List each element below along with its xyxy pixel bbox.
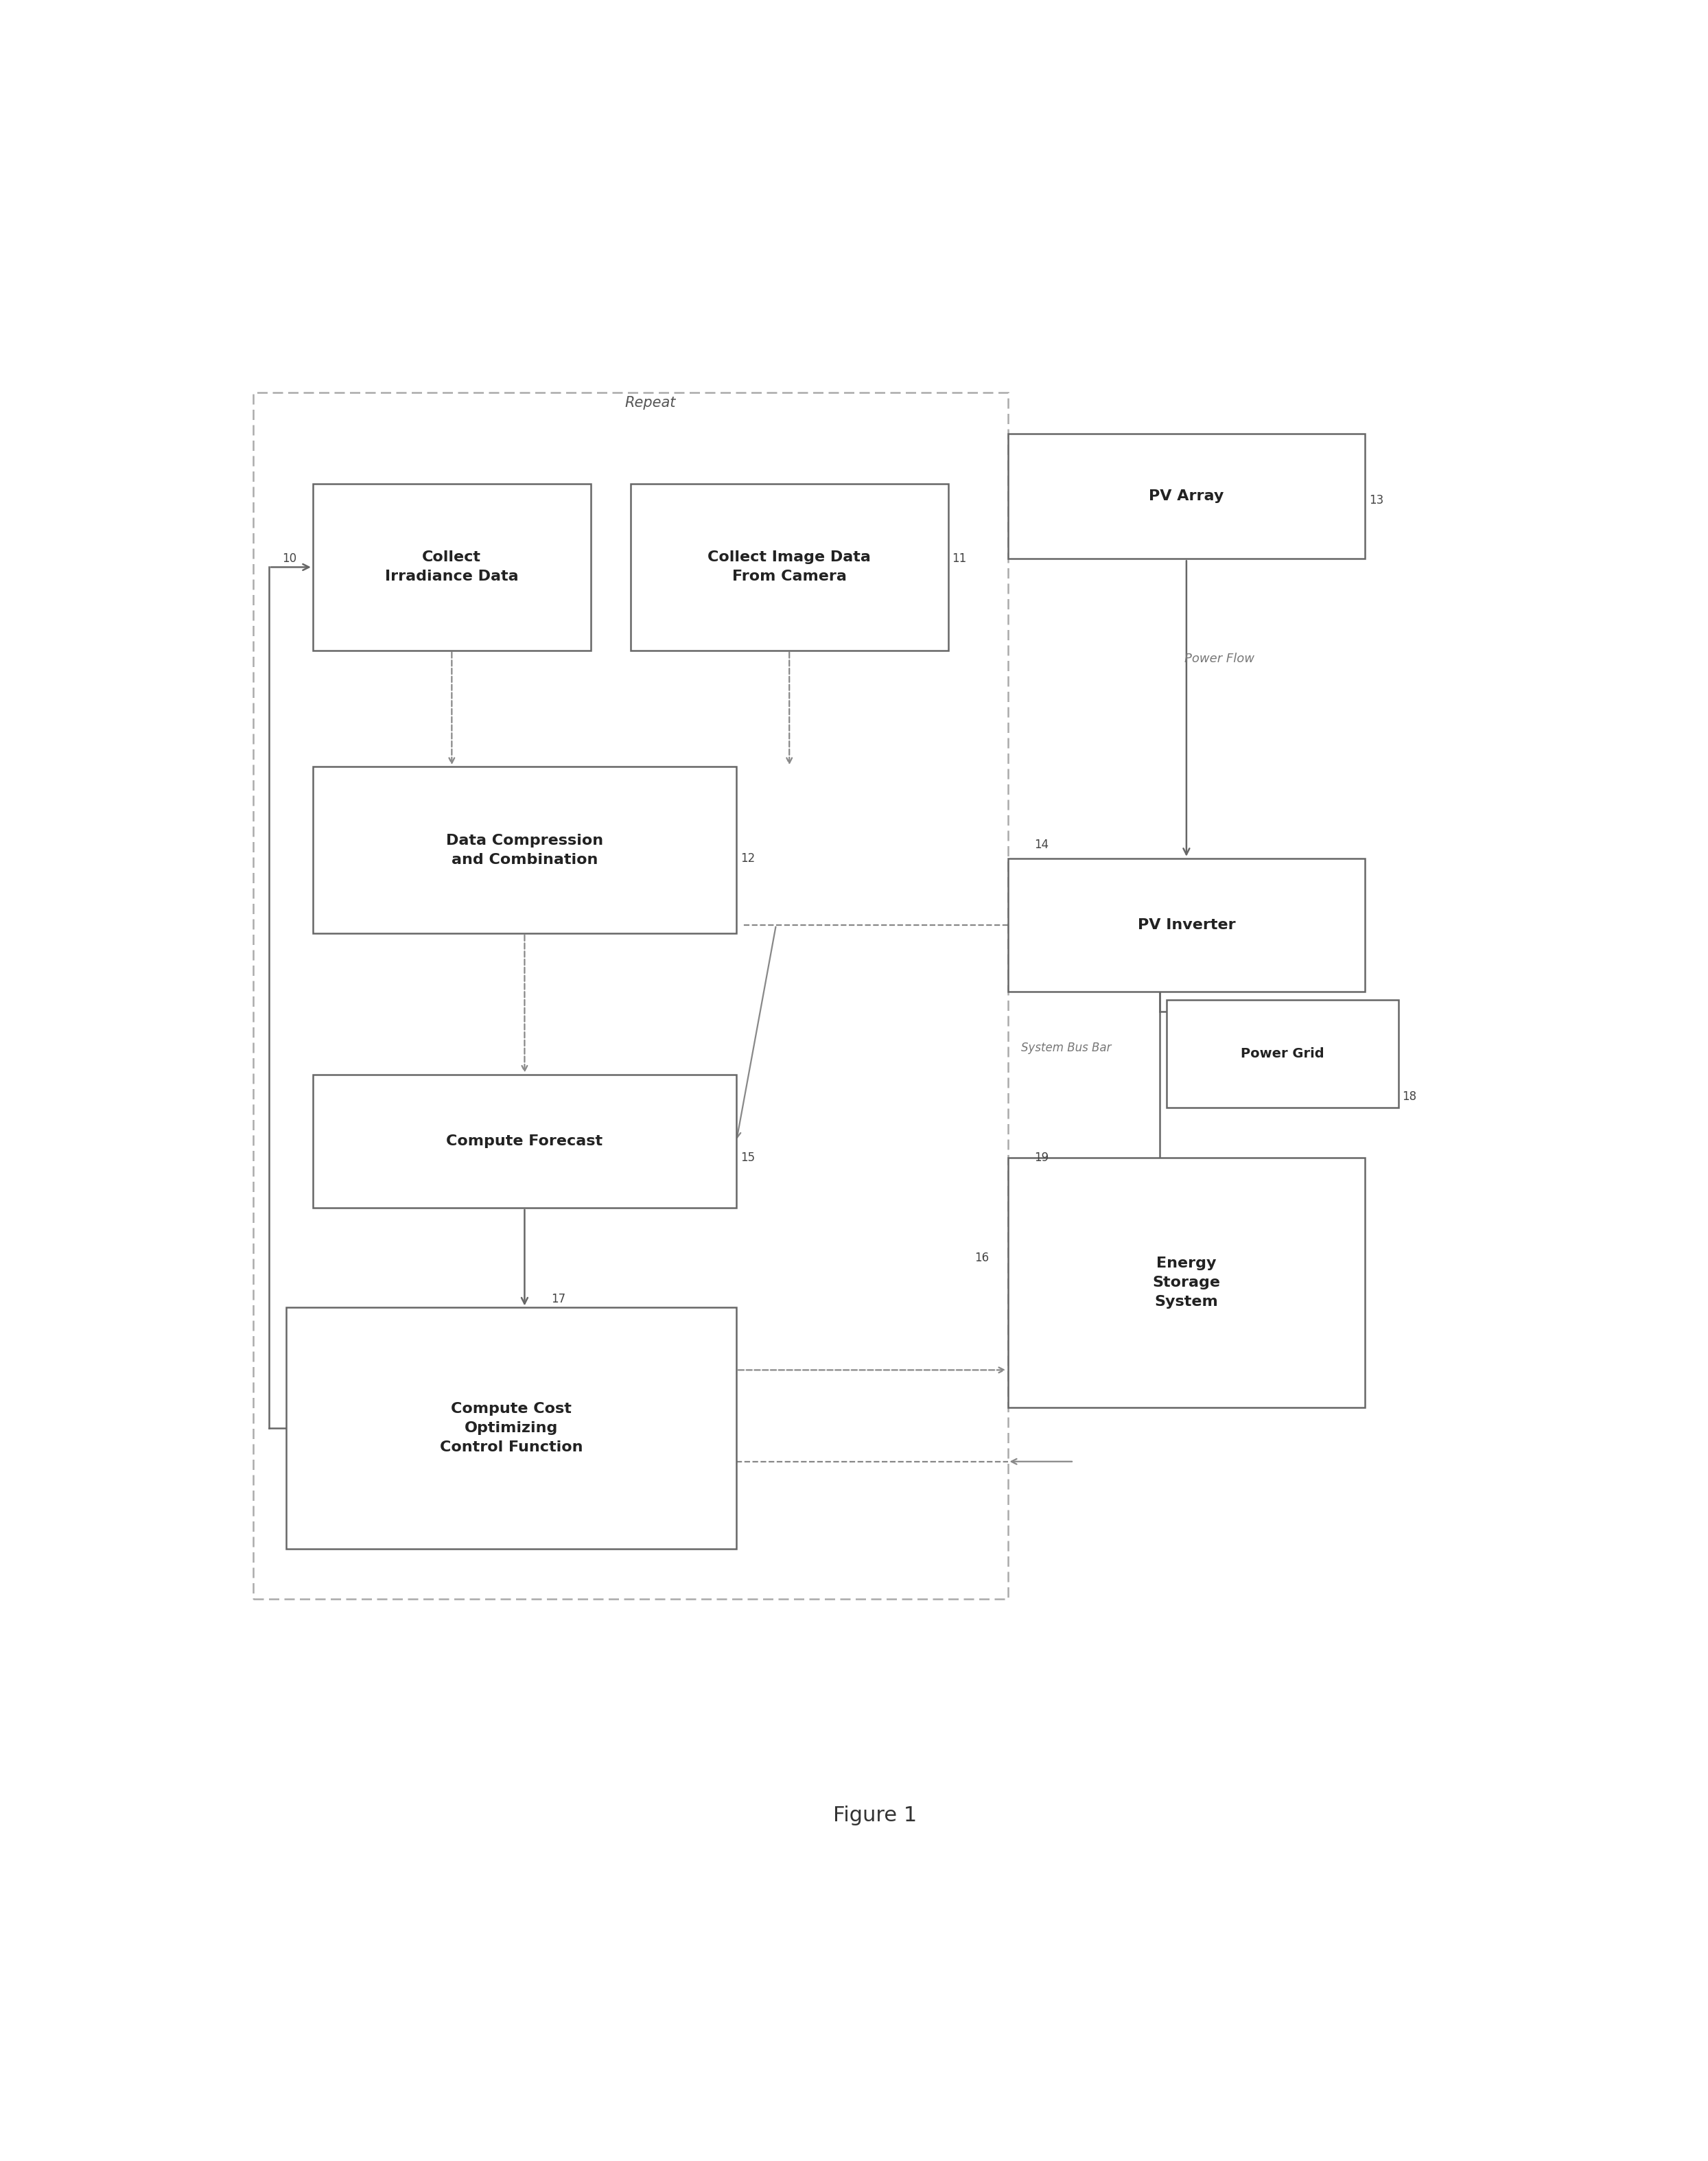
FancyBboxPatch shape <box>1008 1158 1365 1407</box>
Text: Data Compression
and Combination: Data Compression and Combination <box>446 834 603 867</box>
Text: Compute Cost
Optimizing
Control Function: Compute Cost Optimizing Control Function <box>439 1402 582 1454</box>
FancyBboxPatch shape <box>313 484 591 650</box>
Text: 10: 10 <box>282 553 297 564</box>
FancyBboxPatch shape <box>313 1074 736 1208</box>
FancyBboxPatch shape <box>1008 434 1365 560</box>
Text: Compute Forecast: Compute Forecast <box>446 1135 603 1147</box>
Text: System Bus Bar: System Bus Bar <box>1021 1042 1112 1055</box>
Text: 17: 17 <box>552 1292 565 1305</box>
FancyBboxPatch shape <box>287 1307 736 1549</box>
Text: 11: 11 <box>951 553 967 564</box>
Text: Figure 1: Figure 1 <box>834 1804 917 1826</box>
Text: Energy
Storage
System: Energy Storage System <box>1153 1256 1221 1310</box>
Text: 12: 12 <box>740 851 755 864</box>
Text: Repeat: Repeat <box>625 395 676 408</box>
Text: 19: 19 <box>1035 1152 1049 1165</box>
Text: 15: 15 <box>740 1152 755 1165</box>
Text: 16: 16 <box>975 1251 989 1264</box>
Text: 14: 14 <box>1035 838 1049 851</box>
FancyBboxPatch shape <box>313 767 736 934</box>
FancyBboxPatch shape <box>630 484 948 650</box>
Text: 18: 18 <box>1402 1089 1416 1102</box>
Text: PV Inverter: PV Inverter <box>1138 918 1235 931</box>
FancyBboxPatch shape <box>1167 1001 1399 1109</box>
Text: 13: 13 <box>1370 495 1383 508</box>
Text: Power Grid: Power Grid <box>1240 1048 1324 1061</box>
Text: Power Flow: Power Flow <box>1185 653 1254 666</box>
FancyBboxPatch shape <box>1008 858 1365 992</box>
Text: Collect Image Data
From Camera: Collect Image Data From Camera <box>707 551 871 583</box>
Text: Collect
Irradiance Data: Collect Irradiance Data <box>384 551 519 583</box>
Text: PV Array: PV Array <box>1149 491 1225 504</box>
